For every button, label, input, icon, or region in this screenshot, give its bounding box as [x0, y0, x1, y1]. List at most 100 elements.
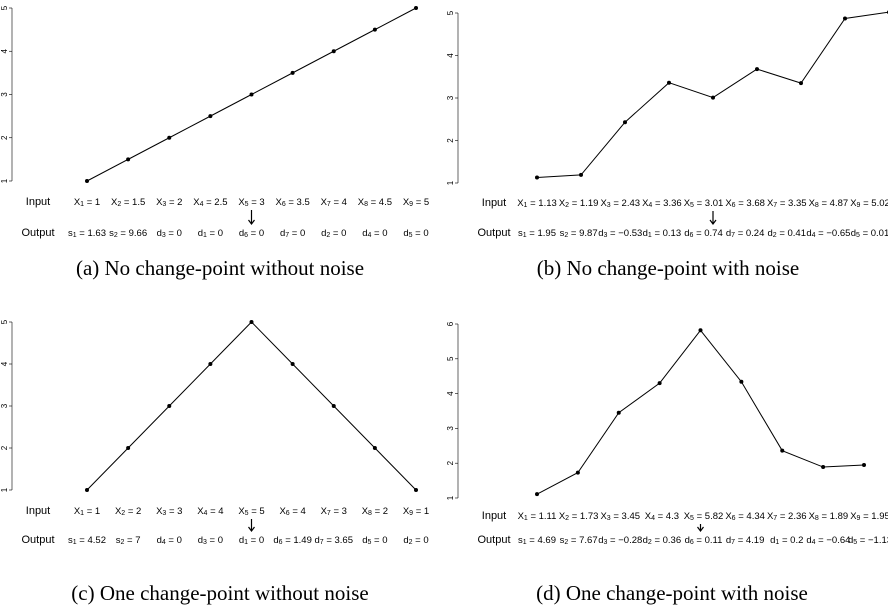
output-value: d1 = 0: [239, 535, 264, 546]
output-value: d2 = 0.41: [767, 228, 806, 239]
arrow-head: [697, 526, 704, 532]
output-value: d5 = −1.13: [848, 535, 888, 546]
input-value: X3 = 3.45: [600, 511, 640, 522]
y-tick-label: 4: [0, 48, 9, 53]
input-value: X8 = 4.5: [358, 197, 392, 208]
input-label: Input: [26, 196, 50, 208]
input-label: Input: [482, 197, 506, 209]
input-value: X7 = 4: [321, 197, 347, 208]
caption: (c) One change-point without noise: [71, 581, 368, 605]
output-value: d6 = 0.74: [684, 228, 723, 239]
input-value: X6 = 3.5: [275, 197, 309, 208]
output-value: d7 = 4.19: [726, 535, 765, 546]
input-value: X1 = 1: [74, 506, 100, 517]
output-value: d1 = 0: [198, 228, 223, 239]
data-point: [711, 95, 715, 100]
output-value: d5 = 0.01: [851, 228, 888, 239]
y-tick-label: 5: [0, 319, 9, 324]
output-value: d4 = 0: [362, 228, 387, 239]
y-tick-label: 1: [0, 487, 9, 492]
input-value: X3 = 2: [156, 197, 182, 208]
input-value: X6 = 4: [279, 506, 305, 517]
data-point: [372, 446, 377, 450]
input-value: X2 = 1.19: [559, 198, 599, 209]
input-value: X9 = 5.02: [850, 198, 888, 209]
data-point: [249, 92, 254, 97]
output-value: d4 = −0.65: [806, 228, 850, 239]
output-value: d3 = 0: [157, 228, 182, 239]
input-value: X6 = 3.68: [725, 198, 765, 209]
y-tick-label: 3: [446, 426, 455, 431]
caption: (a) No change-point without noise: [76, 256, 364, 280]
output-value: d6 = 0: [239, 228, 264, 239]
data-point: [739, 379, 744, 384]
input-value: X7 = 3: [321, 506, 347, 517]
data-point: [85, 179, 89, 183]
input-value: X1 = 1: [74, 197, 100, 208]
output-value: s1 = 1.63: [68, 228, 106, 239]
output-value: s1 = 4.52: [68, 535, 106, 546]
output-label: Output: [477, 534, 510, 546]
input-value: X4 = 3.36: [642, 198, 682, 209]
output-value: d1 = 0.13: [643, 228, 682, 239]
output-value: d7 = 0: [280, 228, 305, 239]
input-value: X9 = 1.95: [850, 511, 888, 522]
output-value: d3 = 0: [198, 535, 223, 546]
data-point: [799, 81, 803, 86]
y-tick-label: 1: [446, 495, 455, 500]
input-value: X3 = 3: [156, 506, 182, 517]
data-point: [126, 157, 131, 162]
data-point: [667, 80, 671, 85]
output-value: d7 = 0.24: [726, 228, 765, 239]
arrow-head: [248, 526, 255, 532]
data-point: [167, 404, 172, 408]
data-point: [755, 67, 759, 72]
input-value: X5 = 5.82: [684, 511, 724, 522]
data-point: [821, 465, 826, 470]
data-point: [414, 488, 418, 492]
data-point: [414, 6, 418, 10]
output-value: s1 = 1.95: [518, 228, 556, 239]
data-point: [331, 404, 336, 408]
data-point: [372, 27, 377, 32]
output-value: s1 = 4.69: [518, 535, 556, 546]
data-point: [535, 175, 539, 180]
output-label: Output: [477, 227, 510, 239]
output-value: d3 = −0.28: [598, 535, 642, 546]
output-value: s2 = 7: [116, 535, 141, 546]
output-label: Output: [21, 534, 54, 546]
input-value: X2 = 2: [115, 506, 141, 517]
y-tick-label: 3: [446, 95, 455, 100]
data-point: [616, 410, 621, 415]
input-value: X7 = 2.36: [767, 511, 807, 522]
input-value: X9 = 1: [403, 506, 429, 517]
input-label: Input: [26, 505, 50, 517]
output-value: d2 = 0.36: [643, 535, 682, 546]
output-value: d3 = −0.53: [598, 228, 642, 239]
input-value: X2 = 1.73: [559, 511, 599, 522]
y-tick-label: 1: [446, 180, 455, 185]
input-value: X8 = 1.89: [809, 511, 849, 522]
y-tick-label: 2: [0, 135, 9, 140]
data-point: [249, 320, 254, 324]
output-value: d2 = 0: [321, 228, 346, 239]
y-tick-label: 4: [0, 361, 9, 366]
input-value: X2 = 1.5: [111, 197, 145, 208]
input-value: X7 = 3.35: [767, 198, 807, 209]
data-line: [536, 329, 865, 495]
data-line: [86, 321, 417, 491]
y-tick-label: 5: [0, 5, 9, 10]
input-value: X6 = 4.34: [725, 511, 765, 522]
input-value: X5 = 3: [238, 197, 264, 208]
input-value: X8 = 4.87: [809, 198, 849, 209]
data-point: [535, 492, 539, 497]
output-value: d2 = 0: [403, 535, 428, 546]
y-tick-label: 2: [0, 445, 9, 450]
arrow-head: [709, 219, 717, 225]
data-point: [579, 172, 583, 177]
input-value: X4 = 4.3: [645, 511, 679, 522]
caption: (b) No change-point with noise: [537, 256, 799, 280]
output-value: d1 = 0.2: [770, 535, 803, 546]
y-tick-label: 4: [446, 53, 455, 58]
